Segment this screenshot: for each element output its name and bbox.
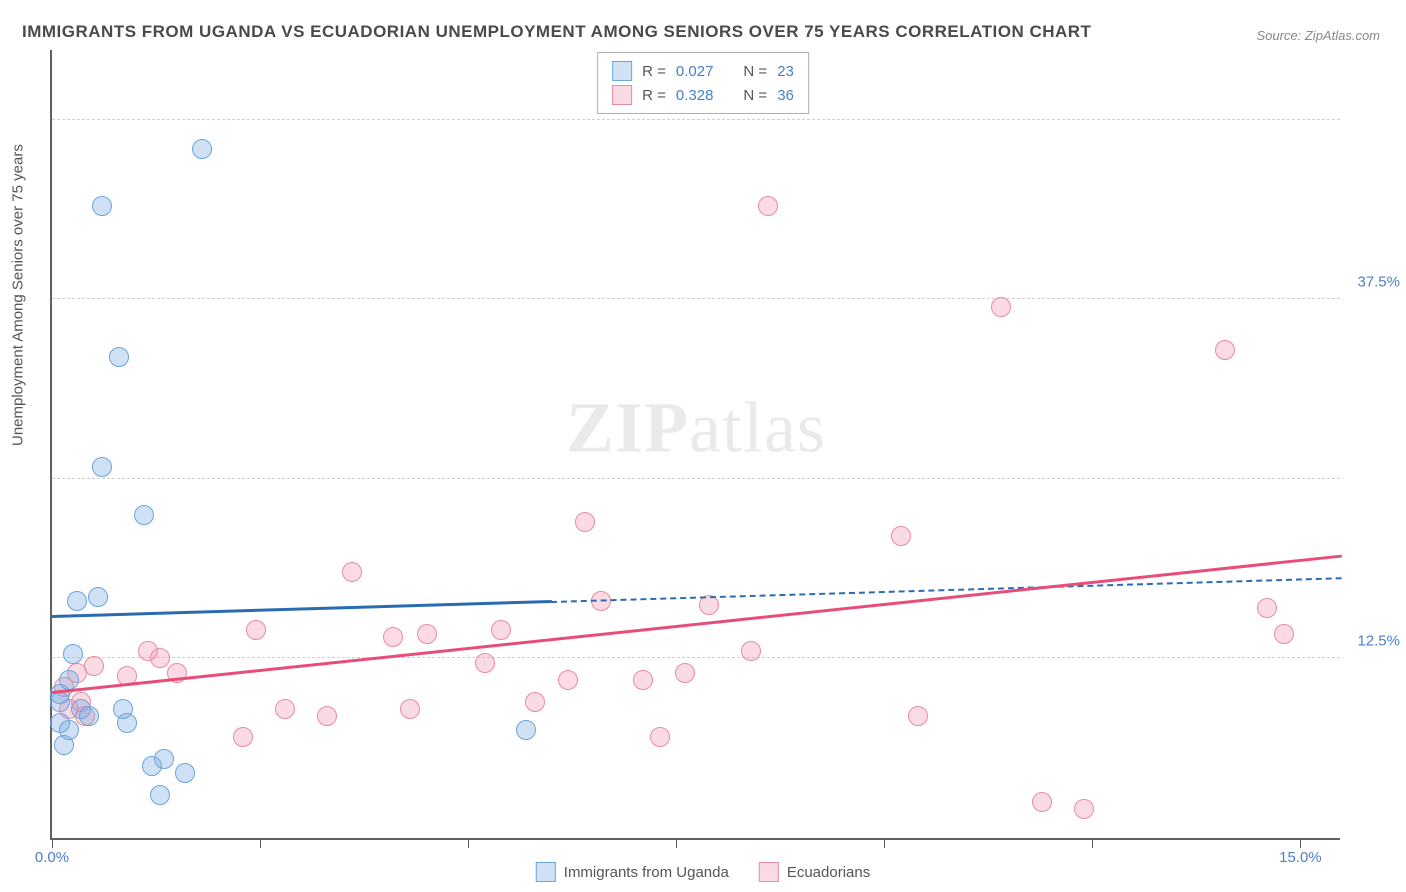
scatter-point-blue bbox=[88, 587, 108, 607]
scatter-point-pink bbox=[275, 699, 295, 719]
scatter-point-blue bbox=[92, 196, 112, 216]
scatter-point-blue bbox=[175, 763, 195, 783]
scatter-point-blue bbox=[92, 457, 112, 477]
chart-title: IMMIGRANTS FROM UGANDA VS ECUADORIAN UNE… bbox=[22, 22, 1091, 42]
scatter-point-pink bbox=[891, 526, 911, 546]
scatter-point-pink bbox=[650, 727, 670, 747]
legend-correlation-box: R = 0.027 N = 23 R = 0.328 N = 36 bbox=[597, 52, 809, 114]
scatter-point-blue bbox=[79, 706, 99, 726]
legend-item: Immigrants from Uganda bbox=[536, 862, 729, 882]
legend-item: Ecuadorians bbox=[759, 862, 870, 882]
legend-n-label: N = bbox=[743, 63, 767, 80]
scatter-point-pink bbox=[233, 727, 253, 747]
scatter-point-blue bbox=[117, 713, 137, 733]
legend-correlation-row: R = 0.027 N = 23 bbox=[612, 59, 794, 83]
y-tick-label: 37.5% bbox=[1357, 274, 1400, 291]
x-tick bbox=[468, 838, 469, 848]
plot-area: ZIPatlas 12.5%37.5%0.0%15.0% bbox=[50, 50, 1340, 840]
scatter-point-pink bbox=[400, 699, 420, 719]
scatter-point-pink bbox=[417, 624, 437, 644]
trendline-pink bbox=[52, 555, 1342, 694]
watermark: ZIPatlas bbox=[566, 387, 826, 470]
legend-label: Ecuadorians bbox=[787, 864, 870, 881]
y-axis-label: Unemployment Among Seniors over 75 years bbox=[10, 144, 27, 446]
legend-swatch bbox=[612, 61, 632, 81]
scatter-point-pink bbox=[1257, 598, 1277, 618]
legend-correlation-row: R = 0.328 N = 36 bbox=[612, 83, 794, 107]
gridline bbox=[52, 657, 1340, 658]
scatter-point-blue bbox=[192, 139, 212, 159]
scatter-point-pink bbox=[991, 297, 1011, 317]
scatter-point-pink bbox=[741, 641, 761, 661]
scatter-point-pink bbox=[84, 656, 104, 676]
x-tick bbox=[884, 838, 885, 848]
scatter-point-blue bbox=[59, 720, 79, 740]
source-label: Source: ZipAtlas.com bbox=[1256, 28, 1380, 43]
legend-r-value: 0.328 bbox=[676, 87, 714, 104]
x-tick bbox=[52, 838, 53, 848]
y-tick-label: 12.5% bbox=[1357, 633, 1400, 650]
scatter-point-blue bbox=[63, 644, 83, 664]
scatter-point-pink bbox=[633, 670, 653, 690]
x-tick bbox=[1092, 838, 1093, 848]
x-tick bbox=[260, 838, 261, 848]
scatter-point-blue bbox=[134, 505, 154, 525]
legend-series: Immigrants from Uganda Ecuadorians bbox=[536, 862, 870, 882]
scatter-point-pink bbox=[246, 620, 266, 640]
scatter-point-pink bbox=[908, 706, 928, 726]
x-tick-label: 0.0% bbox=[35, 849, 69, 866]
scatter-point-blue bbox=[516, 720, 536, 740]
gridline bbox=[52, 298, 1340, 299]
scatter-point-blue bbox=[150, 785, 170, 805]
scatter-point-pink bbox=[1074, 799, 1094, 819]
legend-swatch bbox=[612, 85, 632, 105]
scatter-point-pink bbox=[150, 648, 170, 668]
legend-r-label: R = bbox=[642, 63, 666, 80]
trendline-blue bbox=[52, 600, 551, 618]
legend-label: Immigrants from Uganda bbox=[564, 864, 729, 881]
gridline bbox=[52, 478, 1340, 479]
scatter-point-pink bbox=[491, 620, 511, 640]
scatter-point-blue bbox=[154, 749, 174, 769]
x-tick bbox=[1300, 838, 1301, 848]
scatter-point-pink bbox=[558, 670, 578, 690]
scatter-point-pink bbox=[525, 692, 545, 712]
scatter-point-pink bbox=[342, 562, 362, 582]
scatter-point-pink bbox=[475, 653, 495, 673]
scatter-point-pink bbox=[758, 196, 778, 216]
scatter-point-pink bbox=[1215, 340, 1235, 360]
scatter-point-pink bbox=[1032, 792, 1052, 812]
legend-r-label: R = bbox=[642, 87, 666, 104]
x-tick-label: 15.0% bbox=[1279, 849, 1322, 866]
scatter-point-pink bbox=[383, 627, 403, 647]
scatter-point-pink bbox=[575, 512, 595, 532]
scatter-point-pink bbox=[675, 663, 695, 683]
scatter-point-blue bbox=[109, 347, 129, 367]
scatter-point-blue bbox=[59, 670, 79, 690]
legend-n-label: N = bbox=[743, 87, 767, 104]
scatter-point-pink bbox=[317, 706, 337, 726]
legend-n-value: 23 bbox=[777, 63, 794, 80]
legend-n-value: 36 bbox=[777, 87, 794, 104]
x-tick bbox=[676, 838, 677, 848]
legend-swatch bbox=[759, 862, 779, 882]
legend-r-value: 0.027 bbox=[676, 63, 714, 80]
scatter-point-blue bbox=[67, 591, 87, 611]
legend-swatch bbox=[536, 862, 556, 882]
gridline bbox=[52, 119, 1340, 120]
scatter-point-pink bbox=[1274, 624, 1294, 644]
